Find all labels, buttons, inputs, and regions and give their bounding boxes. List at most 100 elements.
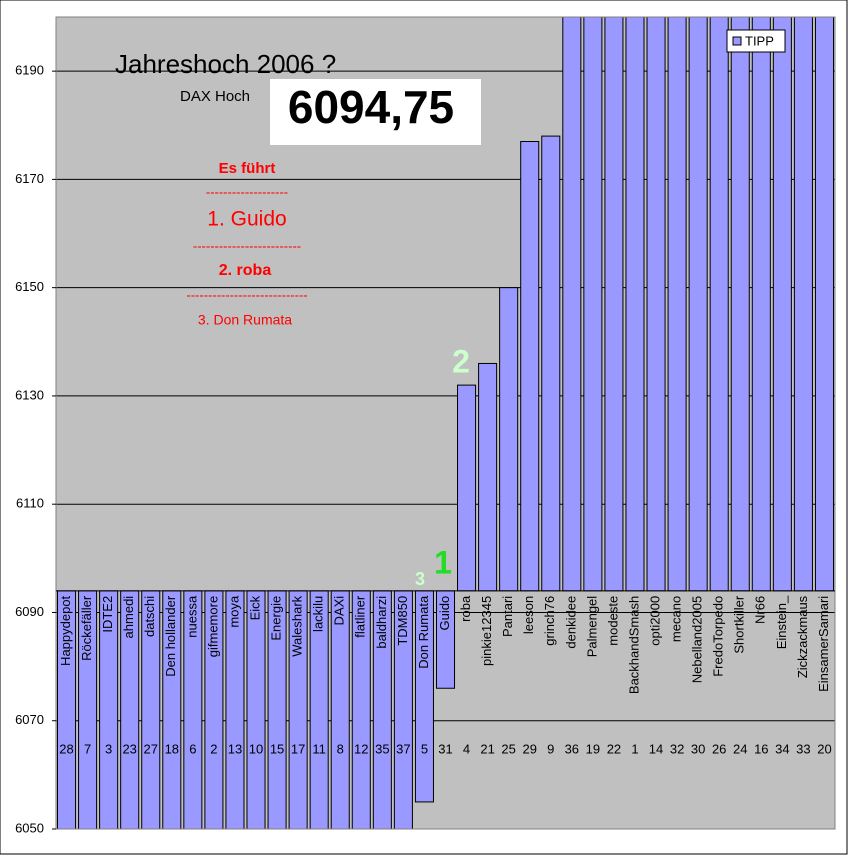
x-tick-label: opti2000 [647, 596, 662, 646]
rank-label: 18 [165, 741, 179, 756]
bar [478, 362, 498, 592]
rank-label: 20 [817, 741, 831, 756]
rank-label: 25 [501, 741, 515, 756]
bar [520, 141, 540, 592]
rank-label: 9 [547, 741, 554, 756]
bar [562, 16, 582, 592]
second-place: 2. roba [219, 262, 272, 279]
x-tick-label: flatliner [353, 595, 368, 638]
rank-label: 27 [144, 741, 158, 756]
bar [541, 135, 561, 592]
x-tick-label: Waleshark [290, 595, 305, 656]
x-tick-label: Den hollander [163, 595, 178, 677]
bar [667, 16, 687, 592]
separator: ---------------------------- [186, 287, 307, 302]
rank-label: 21 [480, 741, 494, 756]
x-tick-label: Guido [437, 596, 452, 631]
x-tick-label: EinsamerSamari [816, 596, 831, 692]
x-tick-label: Nr66 [753, 596, 768, 624]
x-tick-label: Shortkiller [732, 595, 747, 653]
first-place: 1. Guido [207, 208, 286, 231]
rank-label: 6 [189, 741, 196, 756]
x-tick-label: denkidee [563, 596, 578, 649]
rank-label: 14 [649, 741, 663, 756]
bar [688, 16, 708, 592]
x-tick-label: Eick [247, 595, 262, 620]
x-tick-label: Palmengel [584, 596, 599, 658]
rank-label: 15 [270, 741, 284, 756]
bar [793, 16, 813, 592]
x-tick-label: Zickzackmaus [795, 595, 810, 678]
y-tick-label: 6150 [15, 279, 44, 294]
bar [751, 16, 771, 592]
rank-label: 34 [775, 741, 789, 756]
rank-label: 1 [631, 741, 638, 756]
bar [330, 590, 350, 830]
rank-label: 33 [796, 741, 810, 756]
y-tick-label: 6090 [15, 604, 44, 619]
chart-title: Jahreshoch 2006 ? [115, 49, 336, 79]
bar [625, 16, 645, 592]
y-tick-label: 6170 [15, 171, 44, 186]
rank-label: 3 [105, 741, 112, 756]
x-tick-label: modeste [605, 596, 620, 646]
legend: TIPP [726, 29, 786, 53]
bar [604, 16, 624, 592]
plot-border [55, 16, 836, 830]
y-tick-label: 6070 [15, 712, 44, 727]
y-tick-label: 6190 [15, 63, 44, 78]
dax-box [270, 79, 481, 145]
rank-label: 24 [733, 741, 747, 756]
rank-label: 4 [463, 741, 470, 756]
rank-label: 10 [249, 741, 263, 756]
rank-label: 36 [565, 741, 579, 756]
x-tick-label: gifmemore [205, 596, 220, 657]
x-tick-label: TDM850 [395, 596, 410, 646]
separator: ------------------------- [193, 238, 301, 253]
dax-value: 6094,75 [288, 81, 454, 133]
x-tick-label: ahmedi [121, 596, 136, 639]
x-tick-label: moya [226, 595, 241, 628]
dax-label: DAX Hoch [180, 88, 250, 105]
x-tick-label: leeson [521, 596, 536, 634]
bar [457, 384, 477, 592]
x-tick-label: Nebelland2005 [690, 596, 705, 683]
labels: Happydepot28Röckefäller7IDTE23ahmedi23da… [58, 595, 832, 756]
rank-label: 19 [586, 741, 600, 756]
bar [499, 287, 519, 592]
mark-third: 3 [415, 569, 425, 589]
y-tick-label: 6110 [16, 496, 44, 511]
rank-label: 2 [210, 741, 217, 756]
x-tick-label: pinkie12345 [479, 596, 494, 666]
leader-title: Es führt [219, 160, 276, 177]
rank-label: 7 [84, 741, 91, 756]
bar [730, 16, 750, 592]
x-tick-label: BackhandSmash [626, 596, 641, 694]
rank-label: 11 [312, 741, 326, 756]
rank-label: 26 [712, 741, 726, 756]
rank-label: 22 [607, 741, 621, 756]
rank-label: 23 [122, 741, 136, 756]
x-tick-label: roba [458, 595, 473, 622]
rank-label: 16 [754, 741, 768, 756]
rank-label: 28 [59, 741, 73, 756]
rank-label: 31 [438, 741, 452, 756]
x-tick-label: Einstein_ [774, 595, 789, 649]
x-tick-label: baldharzi [374, 596, 389, 649]
x-tick-label: IDTE2 [100, 596, 115, 633]
mark-first: 1 [434, 544, 452, 580]
mark-second: 2 [452, 343, 470, 379]
bar [246, 590, 266, 830]
separator: ------------------- [206, 184, 288, 199]
rank-label: 32 [670, 741, 684, 756]
bar [583, 16, 603, 592]
legend-label: TIPP [745, 33, 774, 48]
bar [814, 16, 834, 592]
y-tick-label: 6050 [15, 820, 44, 835]
rank-label: 35 [375, 741, 389, 756]
x-tick-label: Röckefäller [79, 595, 94, 661]
third-place: 3. Don Rumata [198, 312, 292, 328]
rank-label: 29 [522, 741, 536, 756]
